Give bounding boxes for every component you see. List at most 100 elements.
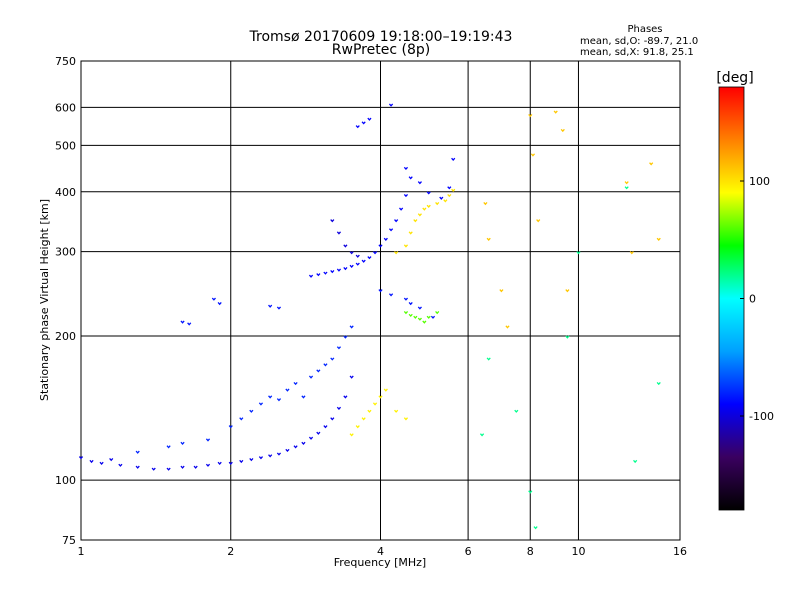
data-point xyxy=(330,357,335,361)
data-points xyxy=(78,103,661,530)
data-point xyxy=(372,251,378,255)
x-tick-label: 1 xyxy=(78,545,85,558)
data-point xyxy=(228,461,233,466)
data-point xyxy=(624,186,629,190)
data-point xyxy=(211,297,216,301)
data-point xyxy=(118,463,123,467)
data-point xyxy=(394,219,399,223)
data-point xyxy=(413,219,418,223)
data-point xyxy=(239,459,244,464)
y-tick-label: 750 xyxy=(55,55,76,68)
data-point xyxy=(408,313,413,318)
data-point xyxy=(403,417,409,421)
data-point xyxy=(205,463,211,467)
data-point xyxy=(135,465,140,469)
data-point xyxy=(343,335,348,339)
x-axis-label: Frequency [MHz] xyxy=(334,556,426,569)
data-point xyxy=(323,271,328,275)
y-tick-label: 500 xyxy=(55,139,76,152)
data-point xyxy=(293,381,298,386)
data-point xyxy=(624,181,629,185)
y-axis-label: Stationary phase Virtual Height [km] xyxy=(38,199,51,401)
data-point xyxy=(565,335,570,339)
y-tick-label: 400 xyxy=(55,186,76,199)
stats-line-x: mean, sd,X: 91.8, 25.1 xyxy=(580,47,694,58)
data-point xyxy=(193,465,198,469)
plot-frame xyxy=(80,60,681,541)
data-point xyxy=(417,317,422,321)
data-point xyxy=(330,219,335,223)
data-point xyxy=(239,417,244,421)
data-point xyxy=(355,262,360,266)
data-point xyxy=(403,244,409,248)
stats-title: Phases xyxy=(627,24,662,35)
data-point xyxy=(336,231,342,235)
data-point xyxy=(403,166,409,171)
data-point xyxy=(336,406,342,410)
data-point xyxy=(258,402,264,406)
data-point xyxy=(560,128,565,133)
data-point xyxy=(514,409,519,413)
data-point xyxy=(553,110,558,114)
data-point xyxy=(316,431,321,435)
x-tick-label: 2 xyxy=(227,545,234,558)
data-point xyxy=(403,193,409,198)
data-point xyxy=(367,256,372,260)
data-point xyxy=(408,231,413,235)
data-point xyxy=(205,438,211,442)
y-tick-labels: 75 100 200 300 400 500 600 750 xyxy=(55,55,76,547)
data-point xyxy=(388,228,394,232)
data-point xyxy=(479,433,485,437)
data-point xyxy=(293,445,298,449)
data-point xyxy=(530,153,536,157)
data-point xyxy=(451,157,456,161)
data-point xyxy=(135,450,140,454)
data-point xyxy=(301,395,306,399)
data-point xyxy=(99,461,104,466)
data-point xyxy=(187,322,192,326)
data-point xyxy=(89,459,94,464)
data-point xyxy=(276,398,282,402)
data-point xyxy=(276,306,282,310)
data-point xyxy=(483,202,488,206)
data-point xyxy=(399,207,404,211)
data-point xyxy=(443,199,448,203)
data-point xyxy=(355,254,360,258)
x-tick-label: 16 xyxy=(673,545,687,558)
data-point xyxy=(228,425,233,429)
data-point xyxy=(355,125,360,129)
data-point xyxy=(180,465,185,469)
data-point xyxy=(378,395,383,399)
data-point xyxy=(258,456,264,460)
data-point xyxy=(528,114,533,118)
data-point xyxy=(426,315,431,319)
data-point xyxy=(343,395,348,399)
data-point xyxy=(403,297,409,301)
data-point xyxy=(451,188,456,192)
data-point xyxy=(217,461,222,466)
data-point xyxy=(408,176,413,180)
data-point xyxy=(166,467,171,471)
data-point xyxy=(417,181,422,185)
y-tick-label: 100 xyxy=(55,474,76,487)
data-point xyxy=(217,301,222,306)
data-point xyxy=(565,289,570,293)
data-point xyxy=(349,375,354,379)
x-tick-labels: 1 2 4 6 8 10 16 xyxy=(78,545,688,558)
data-point xyxy=(383,237,388,241)
data-point xyxy=(536,219,541,223)
y-tick-label: 600 xyxy=(55,101,76,114)
grid-lines xyxy=(81,61,680,540)
data-point xyxy=(505,325,510,329)
data-point xyxy=(417,213,422,217)
data-point xyxy=(349,433,354,437)
data-point xyxy=(435,202,440,206)
data-point xyxy=(268,304,273,308)
data-point xyxy=(361,121,366,125)
data-point xyxy=(649,162,654,166)
data-point xyxy=(268,395,273,399)
data-point xyxy=(355,425,360,429)
colorbar-label: [deg] xyxy=(716,70,753,86)
data-point xyxy=(499,289,504,293)
